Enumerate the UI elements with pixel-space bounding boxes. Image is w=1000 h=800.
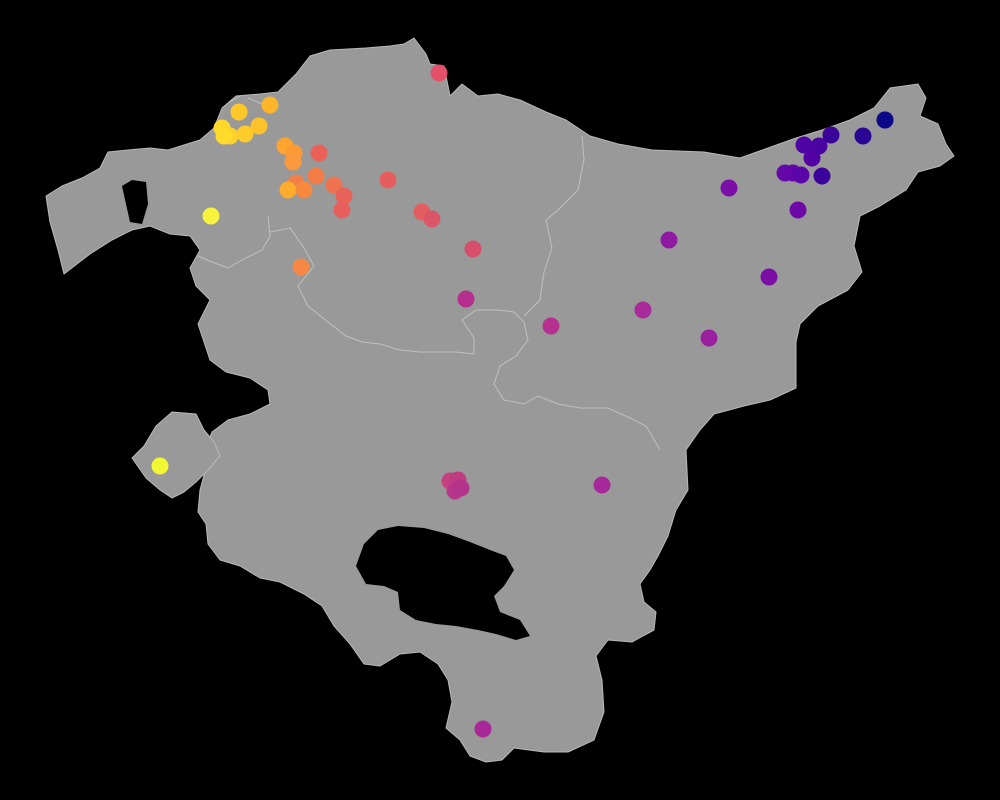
map-marker-p51[interactable]	[474, 720, 492, 738]
map-hole-south	[356, 526, 530, 640]
land-region	[45, 37, 955, 763]
map-marker-p28[interactable]	[634, 301, 652, 319]
map-marker-p40[interactable]	[813, 167, 831, 185]
map-marker-p12[interactable]	[310, 144, 328, 162]
map-marker-p36[interactable]	[792, 166, 810, 184]
map-marker-p08[interactable]	[250, 117, 268, 135]
map-hole-west	[122, 180, 148, 224]
map-marker-p29[interactable]	[700, 329, 718, 347]
map-marker-p27[interactable]	[542, 317, 560, 335]
map-marker-p39[interactable]	[810, 137, 828, 155]
map-marker-p16[interactable]	[307, 167, 325, 185]
map-marker-p26[interactable]	[457, 290, 475, 308]
map-marker-p01[interactable]	[430, 64, 448, 82]
map-marker-p20[interactable]	[379, 171, 397, 189]
map-marker-p49[interactable]	[452, 479, 470, 497]
map-marker-p24[interactable]	[202, 207, 220, 225]
map-marker-p03[interactable]	[230, 103, 248, 121]
map-marker-p45[interactable]	[151, 457, 169, 475]
map-marker-p44[interactable]	[876, 111, 894, 129]
land-enclave-west	[131, 411, 221, 499]
map-marker-p07[interactable]	[236, 125, 254, 143]
map-marker-p30[interactable]	[660, 231, 678, 249]
map-marker-p14[interactable]	[279, 181, 297, 199]
map-marker-p17[interactable]	[325, 176, 343, 194]
map-marker-p18[interactable]	[335, 187, 353, 205]
map-marker-p22[interactable]	[423, 210, 441, 228]
border-line-2	[269, 227, 661, 451]
map-marker-p41[interactable]	[822, 126, 840, 144]
map-marker-p23[interactable]	[464, 240, 482, 258]
border-line-1	[197, 215, 271, 269]
map-marker-p32[interactable]	[720, 179, 738, 197]
map-marker-p25[interactable]	[292, 258, 310, 276]
map-marker-p11[interactable]	[284, 153, 302, 171]
points-layer	[151, 64, 894, 738]
map-marker-p15[interactable]	[295, 181, 313, 199]
map-marker-p02[interactable]	[261, 96, 279, 114]
map-marker-p06[interactable]	[215, 127, 233, 145]
map-marker-p50[interactable]	[593, 476, 611, 494]
map-marker-p38[interactable]	[795, 136, 813, 154]
map-marker-p33[interactable]	[789, 201, 807, 219]
map-marker-p42[interactable]	[854, 127, 872, 145]
map-marker-p19[interactable]	[333, 201, 351, 219]
border-line-3	[523, 135, 585, 317]
border-line-4	[229, 95, 263, 105]
map-marker-p31[interactable]	[760, 268, 778, 286]
